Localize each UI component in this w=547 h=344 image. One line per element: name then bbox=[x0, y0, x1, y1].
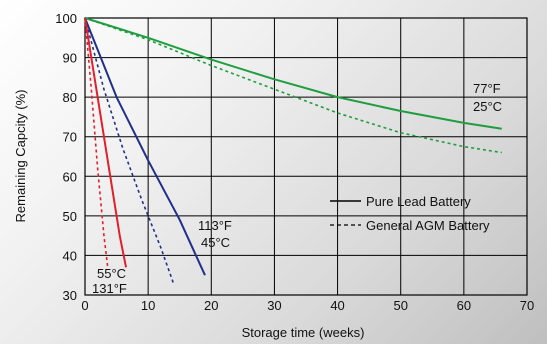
x-tick-label: 50 bbox=[393, 298, 407, 313]
x-tick-label: 10 bbox=[141, 298, 155, 313]
grid-lines bbox=[84, 17, 528, 296]
x-tick-label: 60 bbox=[457, 298, 471, 313]
series-line-25C-dashed bbox=[84, 17, 502, 154]
y-axis-label: Remaining Capcity (%) bbox=[13, 90, 28, 223]
tick-labels: 0 10 20 30 40 50 60 70 30 40 50 60 70 80 90 100 bbox=[55, 11, 534, 313]
series-layer bbox=[84, 17, 502, 284]
series-line-55C-dashed bbox=[84, 17, 109, 268]
annotation-55c-c: 55°C bbox=[97, 266, 126, 281]
x-tick-label: 20 bbox=[204, 298, 218, 313]
legend-label-general-agm: General AGM Battery bbox=[366, 218, 490, 233]
series-line-45C-solid bbox=[84, 17, 206, 276]
x-tick-label: 0 bbox=[81, 298, 88, 313]
y-tick-label: 60 bbox=[63, 169, 77, 184]
y-tick-label: 50 bbox=[63, 209, 77, 224]
legend: Pure Lead Battery General AGM Battery bbox=[330, 194, 490, 233]
y-tick-label: 90 bbox=[63, 51, 77, 66]
annotation-25c-c: 25°C bbox=[473, 99, 502, 114]
y-tick-label: 40 bbox=[63, 248, 77, 263]
annotation-55c-f: 131°F bbox=[92, 281, 127, 296]
x-axis-label: Storage time (weeks) bbox=[242, 325, 365, 340]
series-line-55C-solid bbox=[84, 17, 128, 268]
plot-frame bbox=[84, 17, 528, 296]
annotation-45c-f: 113°F bbox=[198, 218, 232, 233]
y-tick-label: 70 bbox=[63, 130, 77, 145]
y-tick-label: 80 bbox=[63, 90, 77, 105]
x-tick-label: 40 bbox=[330, 298, 344, 313]
x-tick-label: 30 bbox=[267, 298, 281, 313]
x-tick-label: 70 bbox=[520, 298, 534, 313]
y-tick-label: 100 bbox=[55, 11, 77, 26]
annotation-45c-c: 45°C bbox=[201, 235, 230, 250]
series-line-25C-solid bbox=[84, 17, 502, 130]
legend-label-pure-lead: Pure Lead Battery bbox=[366, 194, 471, 209]
annotation-25c-f: 77°F bbox=[473, 81, 501, 96]
series-line-45C-dashed bbox=[84, 17, 175, 284]
y-tick-label: 30 bbox=[63, 288, 77, 303]
annotations: 77°F 25°C 113°F 45°C 55°C 131°F bbox=[92, 81, 502, 296]
